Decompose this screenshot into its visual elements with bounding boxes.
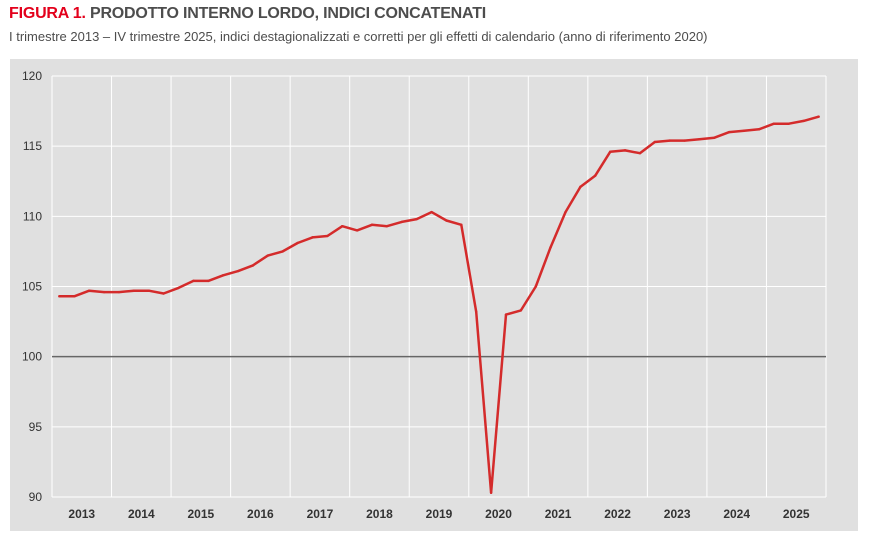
- data-point: [460, 223, 463, 226]
- data-point: [341, 224, 344, 228]
- data-point: [772, 122, 776, 125]
- data-point: [489, 491, 493, 494]
- data-point: [192, 279, 195, 283]
- series-line-pil: [58, 115, 820, 495]
- figure-subtitle: I trimestre 2013 – IV trimestre 2025, in…: [9, 29, 708, 44]
- data-point: [475, 310, 478, 313]
- data-point: [683, 139, 686, 142]
- y-tick-label: 120: [22, 69, 42, 83]
- data-point: [88, 289, 91, 292]
- y-tick-label: 90: [29, 490, 43, 504]
- data-point: [162, 292, 165, 295]
- x-tick-label: 2014: [128, 507, 155, 521]
- x-tick-label: 2016: [247, 507, 274, 521]
- x-tick-label: 2025: [783, 507, 810, 521]
- x-tick-label: 2024: [723, 507, 750, 521]
- x-tick-label: 2023: [664, 507, 691, 521]
- x-tick-label: 2021: [545, 507, 572, 521]
- data-point: [713, 136, 716, 139]
- data-point: [266, 254, 270, 257]
- data-point: [415, 217, 418, 221]
- data-point: [728, 130, 731, 134]
- data-point: [370, 223, 374, 226]
- data-point: [549, 246, 552, 249]
- data-point: [236, 269, 240, 273]
- data-point: [638, 151, 642, 155]
- data-point: [534, 285, 537, 288]
- figure-title-text: PRODOTTO INTERNO LORDO, INDICI CONCATENA…: [89, 5, 487, 22]
- data-point: [58, 295, 61, 298]
- x-tick-label: 2019: [426, 507, 453, 521]
- x-tick-label: 2018: [366, 507, 393, 521]
- data-point: [281, 250, 284, 253]
- data-point: [742, 129, 746, 132]
- data-point: [564, 210, 567, 214]
- data-point: [623, 149, 627, 152]
- data-point: [296, 241, 299, 245]
- data-point: [132, 289, 136, 292]
- data-point: [817, 115, 820, 118]
- data-point: [117, 290, 121, 294]
- x-tick-label: 2015: [187, 507, 214, 521]
- x-tick-label: 2013: [68, 507, 95, 521]
- y-tick-label: 110: [23, 209, 42, 223]
- data-point: [385, 224, 389, 228]
- x-tick-label: 2020: [485, 507, 512, 521]
- data-point: [668, 139, 671, 142]
- data-point: [221, 274, 225, 277]
- y-tick-label: 95: [29, 420, 43, 434]
- data-point: [311, 236, 314, 239]
- y-tick-label: 105: [22, 280, 42, 294]
- data-point: [355, 229, 359, 232]
- data-point: [445, 219, 448, 222]
- data-point: [400, 220, 403, 224]
- data-point: [504, 313, 508, 316]
- data-point: [177, 286, 180, 290]
- data-point: [698, 137, 701, 141]
- data-point: [579, 185, 582, 189]
- data-point: [102, 290, 106, 294]
- data-point: [787, 122, 790, 125]
- x-tick-label: 2017: [307, 507, 334, 521]
- data-point: [608, 150, 612, 153]
- data-point: [326, 234, 329, 238]
- data-point: [147, 289, 150, 292]
- y-tick-label: 115: [23, 139, 42, 153]
- data-point: [653, 140, 657, 144]
- data-point: [594, 174, 597, 177]
- figure-label: FIGURA 1.: [9, 5, 86, 22]
- data-point: [73, 295, 76, 298]
- y-tick-label: 100: [22, 350, 42, 364]
- data-point: [757, 128, 761, 131]
- x-tick-label: 2022: [604, 507, 631, 521]
- data-point: [802, 119, 805, 123]
- figure-title: FIGURA 1. PRODOTTO INTERNO LORDO, INDICI…: [9, 5, 486, 23]
- data-point: [207, 279, 210, 283]
- data-point: [251, 264, 255, 267]
- data-point: [430, 210, 433, 214]
- chart-background: [10, 59, 858, 531]
- data-point: [519, 309, 523, 312]
